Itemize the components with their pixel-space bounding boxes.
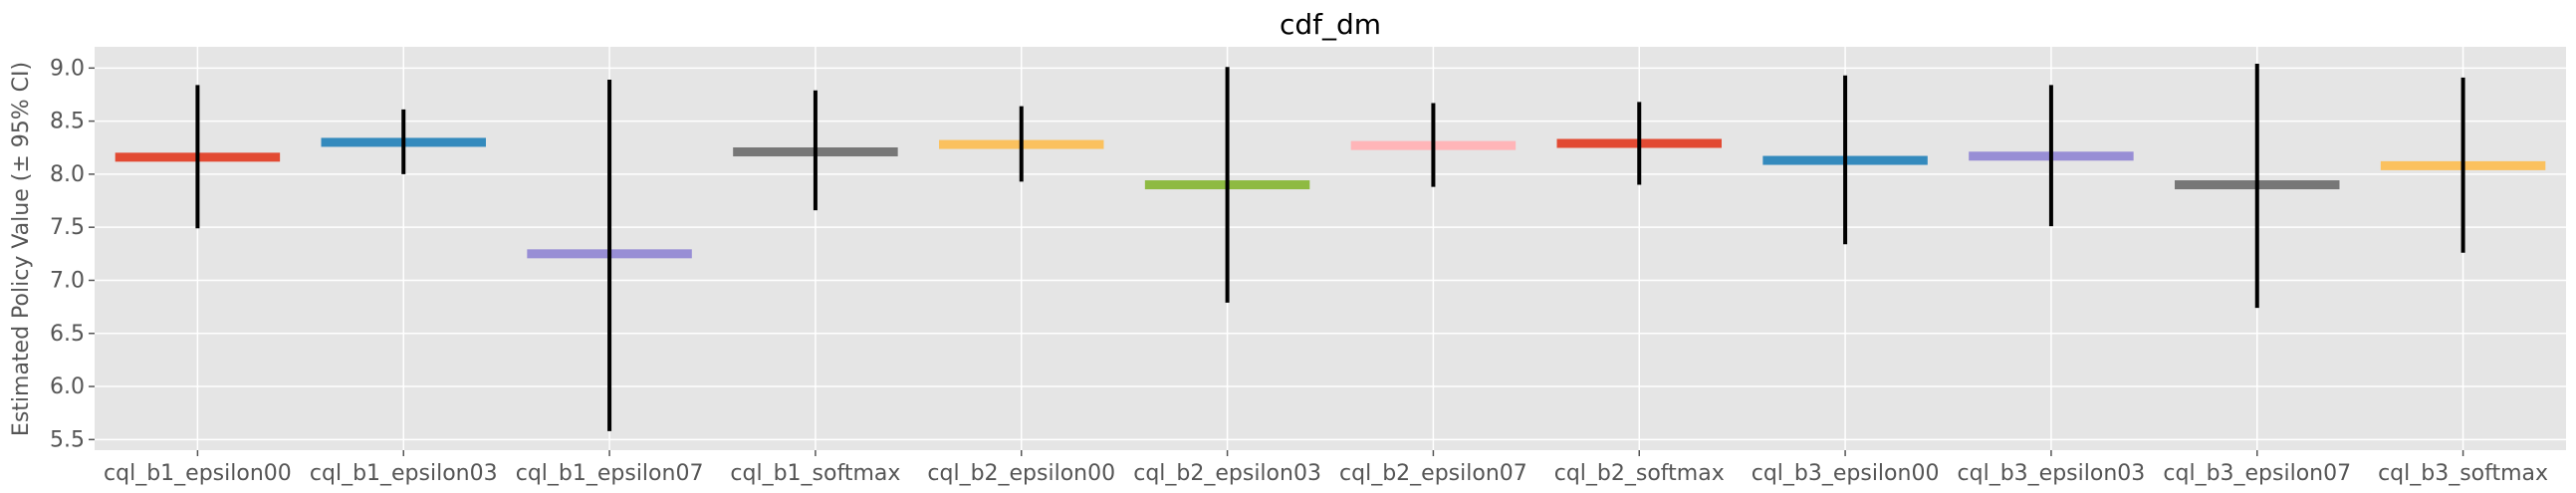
y-tick-label: 6.5 bbox=[50, 322, 85, 347]
y-tick-label: 8.0 bbox=[50, 162, 85, 187]
x-tick-label: cql_b3_epsilon00 bbox=[1752, 461, 1940, 486]
plot-area bbox=[95, 47, 2566, 450]
x-tick-label: cql_b2_epsilon07 bbox=[1339, 461, 1527, 486]
y-tick-label: 7.5 bbox=[50, 215, 85, 240]
x-tick-label: cql_b1_softmax bbox=[730, 461, 900, 486]
y-tick-label: 9.0 bbox=[50, 56, 85, 81]
marks bbox=[115, 64, 2546, 431]
y-tick-label: 6.0 bbox=[50, 374, 85, 399]
chart-title: cdf_dm bbox=[1280, 8, 1381, 41]
x-tick-label: cql_b2_epsilon00 bbox=[927, 461, 1115, 486]
y-axis-label: Estimated Policy Value (± 95% CI) bbox=[9, 62, 34, 436]
x-axis: cql_b1_epsilon00 cql_b1_epsilon03 cql_b1_e… bbox=[104, 450, 2548, 486]
x-tick-label: cql_b2_epsilon03 bbox=[1133, 461, 1321, 486]
x-tick-label: cql_b3_epsilon03 bbox=[1958, 461, 2146, 486]
y-axis: 5.5 6.0 6.5 7.0 7.5 8.0 8.5 9.0 bbox=[50, 56, 95, 452]
y-tick-label: 7.0 bbox=[50, 268, 85, 293]
x-tick-label: cql_b3_epsilon07 bbox=[2163, 461, 2351, 486]
x-tick-label: cql_b1_epsilon00 bbox=[104, 461, 292, 486]
y-tick-label: 8.5 bbox=[50, 110, 85, 134]
x-tick-label: cql_b1_epsilon03 bbox=[310, 461, 498, 486]
y-tick-label: 5.5 bbox=[50, 427, 85, 452]
x-tick-label: cql_b1_epsilon07 bbox=[516, 461, 704, 486]
x-tick-label: cql_b2_softmax bbox=[1554, 461, 1725, 486]
x-tick-label: cql_b3_softmax bbox=[2378, 461, 2548, 486]
